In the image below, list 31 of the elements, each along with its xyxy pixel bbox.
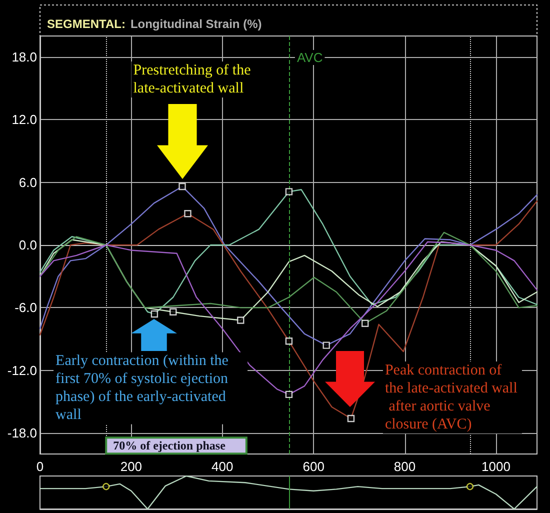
point bbox=[285, 188, 293, 196]
point bbox=[362, 320, 369, 327]
point bbox=[322, 342, 330, 349]
annotation: Early contraction (within the first 70% of systolic ejection phase) of the early-activated wall bbox=[56, 353, 232, 424]
point bbox=[184, 210, 192, 218]
annotation: 70% of ejection phase bbox=[113, 438, 226, 453]
annotation: Prestretching of the late-activated wall bbox=[133, 62, 254, 96]
y-tick-label: 12.0 bbox=[12, 112, 37, 128]
point bbox=[170, 308, 177, 316]
x-tick-label: 600 bbox=[302, 459, 324, 474]
y-tick-label: 0.0 bbox=[18, 238, 37, 252]
y-tick-label: -12.0 bbox=[7, 362, 37, 378]
chart-title: SEGMENTAL: bbox=[47, 17, 126, 31]
point bbox=[285, 390, 293, 398]
x-tick-label: 1000 bbox=[482, 459, 510, 474]
y-tick-label: 18.0 bbox=[12, 49, 37, 64]
annotation: Peak contraction of the late-activated wall after aortic valve closure (AVC) bbox=[384, 362, 518, 432]
point bbox=[285, 338, 293, 345]
point bbox=[150, 310, 158, 318]
point bbox=[237, 316, 244, 324]
y-tick-label: -6.0 bbox=[14, 300, 37, 316]
chart-subtitle: Longitudinal Strain (%) bbox=[130, 17, 262, 31]
y-tick-label: -18.0 bbox=[7, 426, 37, 441]
x-tick-label: 0 bbox=[36, 459, 44, 474]
ref-line-label: AVC bbox=[296, 50, 323, 65]
x-tick-label: 800 bbox=[394, 459, 416, 474]
point bbox=[178, 182, 186, 190]
x-tick-label: 400 bbox=[212, 459, 234, 474]
y-tick-label: 6.0 bbox=[18, 174, 37, 190]
x-tick-label: 200 bbox=[120, 459, 142, 474]
point bbox=[347, 414, 355, 422]
